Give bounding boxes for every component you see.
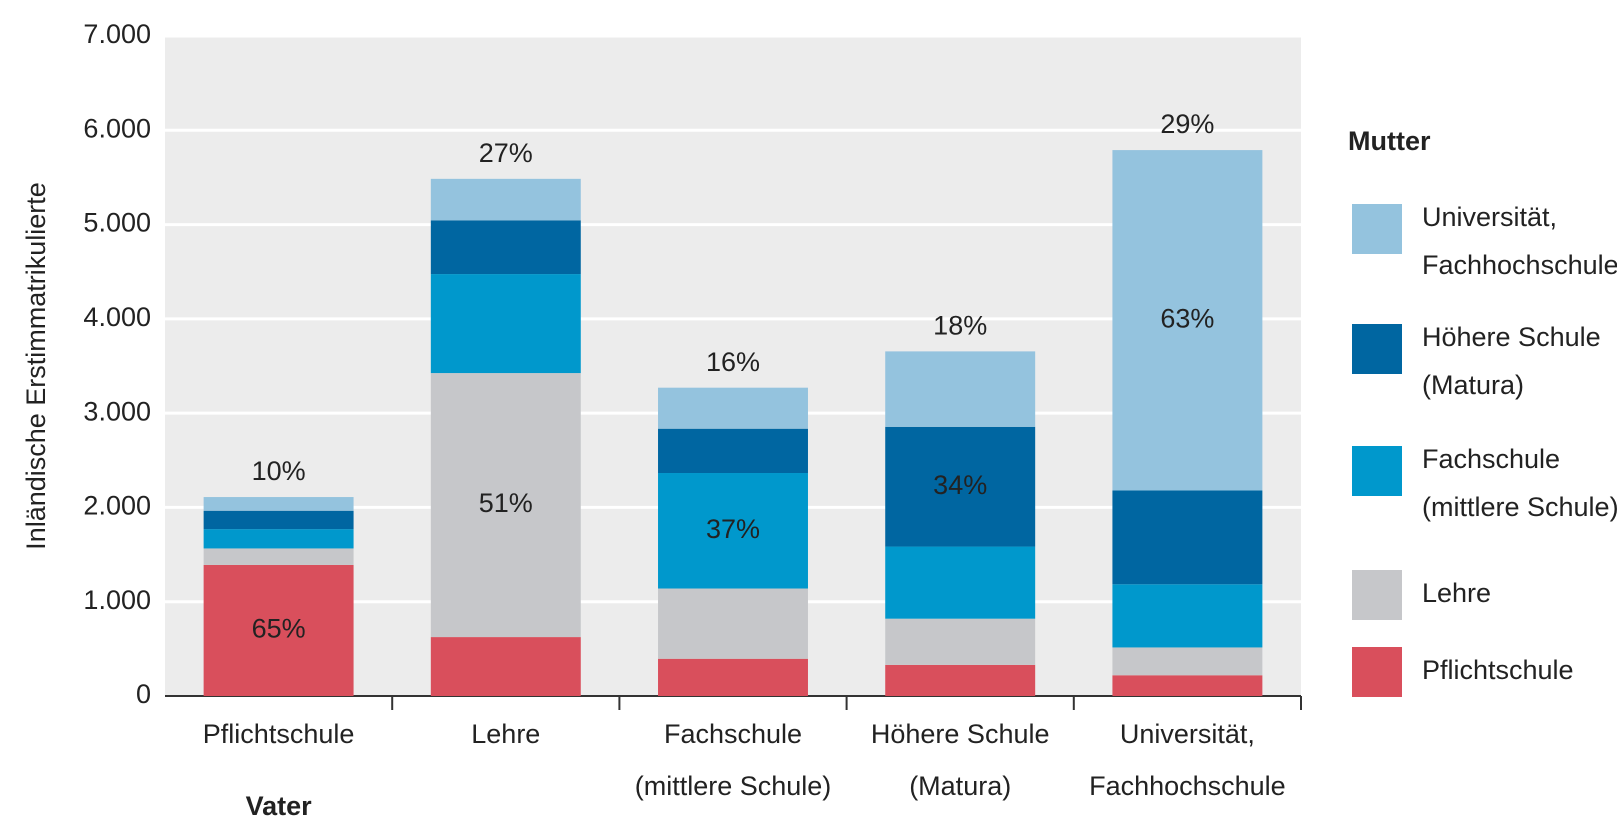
bar-segment (430, 220, 581, 275)
y-tick-label: 6.000 (83, 113, 151, 143)
y-tick-label: 1.000 (83, 585, 151, 615)
segment-label: 37% (706, 514, 760, 544)
x-tick-label: Höhere Schule (Matura) (871, 719, 1050, 801)
x-tick-label: Pflichtschule (203, 719, 355, 749)
bar-segment (885, 664, 1036, 696)
y-tick-label: 2.000 (83, 491, 151, 521)
bar-segment (885, 546, 1036, 619)
legend-swatch (1352, 647, 1402, 697)
legend-swatch (1352, 324, 1402, 374)
bar-segment (430, 178, 581, 221)
total-label: 27% (479, 138, 533, 168)
y-tick-label: 7.000 (83, 19, 151, 49)
bar-segment (430, 637, 581, 696)
bar-segment (658, 428, 808, 474)
bar-segment (203, 529, 354, 549)
bar-segment (658, 473, 808, 589)
bar-segment (203, 564, 354, 696)
bar-segment (658, 588, 808, 659)
bar-segment (430, 373, 581, 638)
bar-segment (1112, 584, 1263, 648)
bar-segment (885, 351, 1036, 427)
x-tick-label: Lehre (471, 719, 540, 749)
legend-label: Pflichtschule (1422, 655, 1574, 685)
y-axis-title: Inländische Erstimmatrikulierte (21, 182, 51, 550)
bar-segment (430, 274, 581, 374)
legend-label: Fachschule (mittlere Schule) (1422, 444, 1617, 522)
y-tick-label: 3.000 (83, 396, 151, 426)
bar-segment (1112, 150, 1263, 491)
bar-segment (1112, 647, 1263, 676)
x-axis-title: Vater (246, 791, 313, 821)
legend-swatch (1352, 204, 1402, 254)
total-label: 16% (706, 347, 760, 377)
y-tick-label: 0 (136, 679, 151, 709)
bar-segment (885, 426, 1036, 547)
legend-label: Höhere Schule (Matura) (1422, 322, 1601, 400)
bar-segment (885, 618, 1036, 665)
x-tick-label: Universität, Fachhochschule (1089, 719, 1286, 801)
y-tick-label: 4.000 (83, 302, 151, 332)
segment-label: 63% (1160, 303, 1214, 333)
total-label: 18% (933, 311, 987, 341)
bar-segment (203, 497, 354, 511)
bar-segment (203, 510, 354, 530)
y-tick-label: 5.000 (83, 208, 151, 238)
x-tick-label: Fachschule (mittlere Schule) (635, 719, 832, 801)
legend-swatch (1352, 446, 1402, 496)
segment-label: 51% (479, 488, 533, 518)
segment-label: 65% (252, 614, 306, 644)
bar-segment (1112, 490, 1263, 585)
total-label: 10% (252, 456, 306, 486)
bar-segment (203, 548, 354, 565)
bar-segment (658, 387, 808, 429)
bar-segment (1112, 675, 1263, 696)
total-label: 29% (1160, 109, 1214, 139)
bar-segment (658, 658, 808, 696)
legend-title: Mutter (1348, 126, 1431, 156)
legend-label: Universität, Fachhochschule (1422, 202, 1617, 280)
legend-label: Lehre (1422, 578, 1491, 608)
legend-swatch (1352, 570, 1402, 620)
segment-label: 34% (933, 470, 987, 500)
